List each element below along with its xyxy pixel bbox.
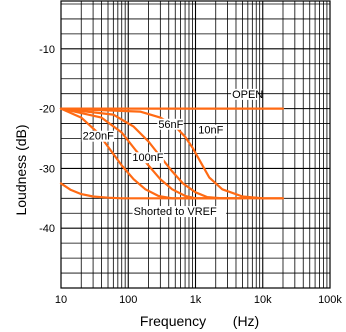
y-tick-label: -40 (39, 223, 55, 235)
annotation-backing (81, 130, 115, 142)
series-annotations: OPEN 56nF 10nF 220nF 100nF Shorted to VREF (81, 88, 263, 218)
series-shorted-to-vref (59, 182, 229, 200)
x-tick-label: 10k (254, 294, 272, 306)
annotation-label: 56nF (158, 119, 183, 131)
y-axis-label: Loudness (dB) (13, 124, 29, 215)
x-tick-label: 10 (55, 294, 67, 306)
annotation-backing (231, 88, 258, 100)
x-tick-labels: 10 100 1k 10k 100k (55, 294, 343, 306)
x-axis-unit: (Hz) (233, 313, 259, 329)
x-tick-label: 100 (119, 294, 137, 306)
x-tick-label: 100k (318, 294, 342, 306)
annotation-label: 220nF (83, 131, 114, 143)
annotation-label: 100nF (132, 152, 163, 164)
y-tick-labels: -10 -20 -30 -40 (39, 44, 55, 235)
annotation-label: 10nF (198, 125, 223, 137)
y-tick-label: -10 (39, 44, 55, 56)
x-axis-label: Frequency (140, 313, 206, 329)
annotation-label: OPEN (232, 89, 263, 101)
y-tick-label: -20 (39, 104, 55, 116)
plot-grid (61, 1, 330, 288)
annotation-backing (197, 124, 224, 136)
x-tick-label: 1k (190, 294, 202, 306)
y-tick-label: -30 (39, 163, 55, 175)
annotation-label: Shorted to VREF (134, 206, 217, 218)
plot-frame (60, 0, 331, 289)
annotation-backing (132, 206, 227, 218)
annotation-backing (131, 152, 164, 164)
annotation-backing (157, 118, 184, 130)
series-10nf (59, 107, 285, 200)
series-lines (59, 107, 285, 200)
